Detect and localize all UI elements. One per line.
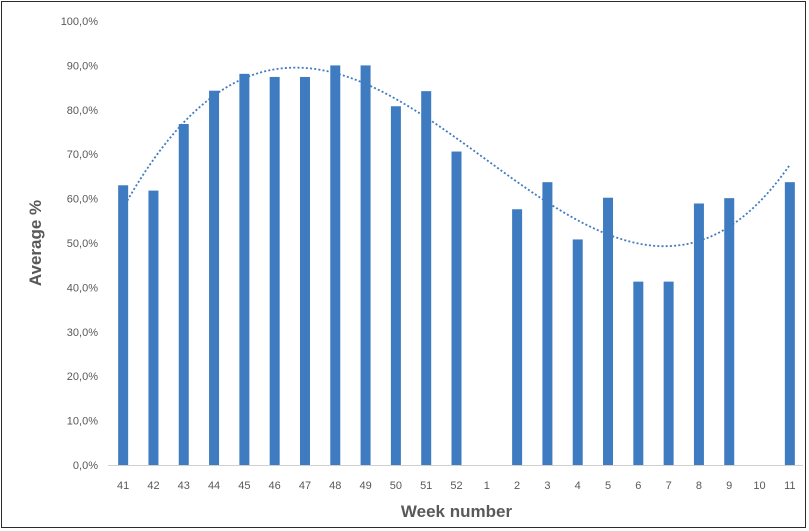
y-tick-label: 90,0% (67, 60, 98, 72)
bar (239, 73, 250, 465)
y-tick-label: 60,0% (67, 194, 98, 206)
x-tick-label: 44 (208, 480, 220, 492)
bar (299, 76, 310, 465)
x-tick-label: 6 (635, 480, 641, 492)
trendline (122, 66, 791, 248)
bar (421, 91, 432, 465)
x-tick-label: 4 (575, 480, 581, 492)
x-tick-label: 8 (696, 480, 702, 492)
y-tick-label: 100,0% (61, 16, 99, 28)
bar (512, 209, 523, 465)
x-tick-label: 47 (299, 480, 311, 492)
y-tick-label: 30,0% (67, 327, 98, 339)
x-tick-label: 7 (666, 480, 672, 492)
x-tick-label: 43 (178, 480, 190, 492)
y-tick-label: 20,0% (67, 371, 98, 383)
bar (118, 185, 129, 465)
x-tick-label: 11 (784, 480, 795, 492)
bar (693, 203, 704, 465)
x-tick-label: 3 (544, 480, 550, 492)
y-tick-label: 70,0% (67, 149, 98, 161)
bar (209, 90, 220, 465)
y-tick-label: 0,0% (73, 460, 98, 472)
bar (451, 151, 462, 465)
bar (724, 198, 735, 465)
x-tick-label: 52 (450, 480, 462, 492)
bars (118, 65, 795, 466)
y-tick-label: 80,0% (67, 105, 98, 117)
bar (572, 239, 583, 465)
bar (360, 65, 371, 466)
y-tick-label: 10,0% (67, 416, 98, 428)
bar (603, 197, 614, 465)
bar (269, 76, 280, 465)
x-tick-label: 5 (605, 480, 611, 492)
bar (178, 124, 189, 466)
x-tick-label: 46 (269, 480, 281, 492)
x-tick-label: 45 (238, 480, 250, 492)
x-tick-label: 48 (329, 480, 341, 492)
x-tick-label: 9 (726, 480, 732, 492)
y-axis-title: Average % (26, 200, 45, 286)
bar (542, 182, 553, 465)
x-tick-label: 10 (753, 480, 765, 492)
bar (784, 182, 795, 465)
bar (633, 281, 644, 465)
bar (148, 190, 159, 465)
y-axis-ticks: 0,0% 10,0% 20,0% 30,0% 40,0% 50,0% 60,0% 70,0% 8… (61, 16, 99, 472)
x-tick-label: 49 (359, 480, 371, 492)
bar (663, 281, 674, 465)
x-axis-ticks: 41 42 43 44 45 46 47 48 49 50 51 52 1 2 3 4 5 6 7 8 9 10 11 (117, 480, 796, 492)
x-axis-title: Week number (401, 502, 513, 521)
bar (390, 106, 401, 466)
y-tick-label: 50,0% (67, 238, 98, 250)
x-tick-label: 41 (117, 480, 129, 492)
x-tick-label: 51 (420, 480, 432, 492)
x-tick-label: 1 (484, 480, 490, 492)
x-tick-label: 50 (390, 480, 402, 492)
x-tick-label: 42 (147, 480, 159, 492)
x-tick-label: 2 (514, 480, 520, 492)
bar (330, 65, 341, 466)
y-tick-label: 40,0% (67, 282, 98, 294)
